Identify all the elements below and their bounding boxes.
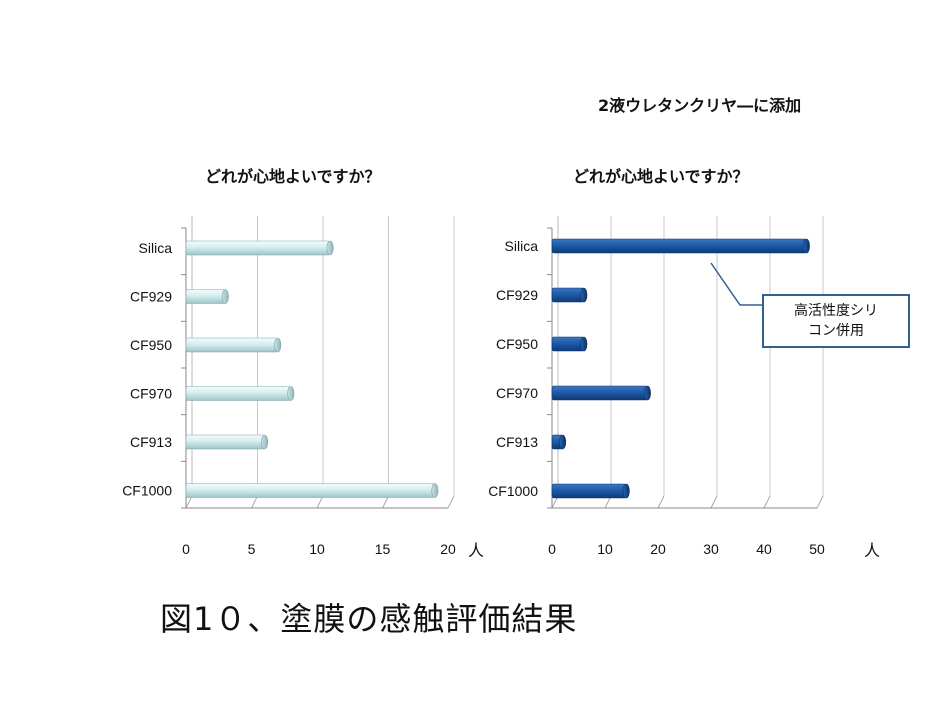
category-label: CF929	[496, 287, 538, 303]
x-unit-label: 人	[864, 541, 880, 560]
callout-leader-line	[710, 262, 762, 306]
floor-gridline	[251, 495, 258, 509]
floor-gridline	[710, 495, 718, 509]
category-label: CF970	[496, 385, 538, 401]
floor-gridline	[447, 495, 455, 509]
bar-end-cap	[274, 337, 282, 353]
bar	[185, 289, 226, 304]
category-label: CF913	[130, 434, 172, 450]
category-label: CF950	[496, 336, 538, 352]
x-tick-label: 0	[182, 541, 190, 557]
bar-end-cap	[643, 385, 651, 401]
floor-gridline	[763, 495, 771, 509]
bar-end-cap	[221, 289, 229, 304]
chart-right: Silica CF929 CF950 CF970 CF913 CF1000 0 10 20 30 4…	[488, 216, 880, 560]
bar-end-cap	[287, 386, 295, 401]
bar	[551, 385, 648, 401]
bar-end-cap	[802, 238, 810, 254]
category-label: CF1000	[488, 483, 538, 499]
bar	[185, 386, 292, 401]
x-tick-label: 30	[703, 541, 719, 557]
bar	[551, 287, 585, 303]
x-tick-label: 15	[375, 541, 391, 557]
bar	[185, 483, 436, 498]
x-tick-label: 0	[548, 541, 556, 557]
top-note: 2液ウレタンクリヤ―に添加	[598, 96, 802, 115]
category-label: CF929	[130, 289, 172, 305]
category-label: CF970	[130, 386, 172, 402]
bar	[551, 483, 627, 499]
bar-end-cap	[580, 287, 588, 303]
bar-end-cap	[622, 483, 630, 499]
x-tick-label: 10	[597, 541, 613, 557]
bar-end-cap	[261, 434, 269, 450]
x-unit-label: 人	[468, 541, 484, 560]
chart-title-left: どれが心地よいですか？	[205, 167, 381, 186]
x-tick-label: 10	[309, 541, 325, 557]
floor-gridline	[316, 495, 324, 509]
category-label: CF1000	[122, 483, 172, 499]
category-label: CF950	[130, 337, 172, 353]
category-label: Silica	[505, 238, 539, 254]
callout-line-2: コン併用	[808, 323, 864, 339]
category-label: CF913	[496, 434, 538, 450]
floor-gridline	[657, 495, 665, 509]
bar-end-cap	[580, 336, 588, 352]
bar	[185, 337, 278, 353]
chart-left: Silica CF929 CF950 CF970 CF913 CF1000 0 5 10 15 20…	[122, 216, 484, 560]
bar-end-cap	[326, 240, 334, 256]
x-tick-label: 20	[650, 541, 666, 557]
category-label: Silica	[139, 240, 173, 256]
bar-end-cap	[559, 434, 567, 450]
bar	[551, 336, 585, 352]
floor-gridline	[185, 495, 193, 509]
callout-box: 高活性度シリ コン併用	[762, 294, 910, 348]
x-tick-label: 40	[756, 541, 772, 557]
floor-gridline	[816, 495, 824, 509]
chart-title-right: どれが心地よいですか？	[573, 167, 749, 186]
figure-caption: 図1０、塗膜の感触評価結果	[160, 600, 578, 638]
floor-gridline	[382, 495, 389, 509]
callout-line-1: 高活性度シリ	[794, 303, 878, 319]
bar	[185, 240, 331, 256]
bar	[185, 434, 265, 450]
x-tick-label: 20	[440, 541, 456, 557]
bar	[551, 238, 807, 254]
x-tick-label: 50	[809, 541, 825, 557]
bar-end-cap	[431, 483, 439, 498]
x-tick-label: 5	[248, 541, 256, 557]
